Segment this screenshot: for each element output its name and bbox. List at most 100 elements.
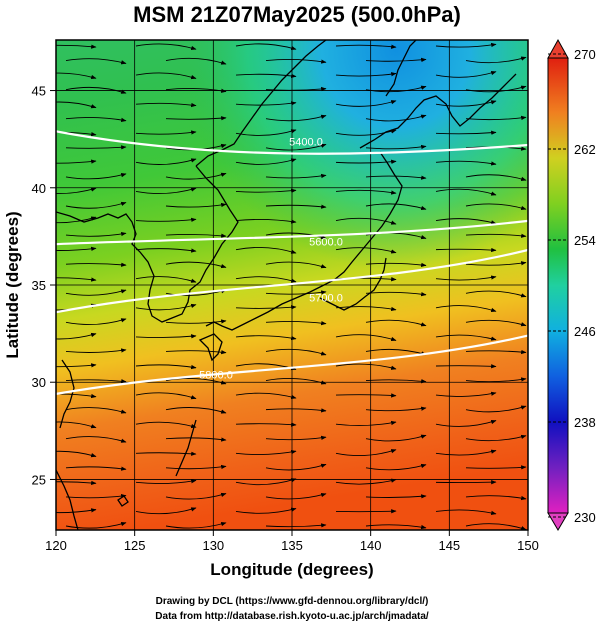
streamline (135, 248, 197, 253)
streamline (135, 217, 197, 222)
streamline (365, 144, 427, 150)
streamline (56, 187, 97, 195)
streamline (335, 393, 397, 398)
colorbar-min-arrow (547, 512, 569, 531)
streamline (235, 219, 297, 224)
streamline (65, 436, 127, 443)
colorbar-tick-label: 246 (574, 324, 596, 339)
streamline (165, 377, 227, 385)
streamline (365, 262, 427, 268)
colorbar-bar (547, 57, 569, 514)
streamline (435, 100, 497, 107)
streamline (165, 233, 227, 238)
plot-area: 5400.0 5600.0 5700.0 5800.0 (56, 40, 528, 530)
x-axis-ticks: 120 125 130 135 140 145 150 (45, 530, 539, 553)
streamline (135, 507, 197, 515)
streamline (465, 115, 527, 121)
streamline (65, 58, 127, 65)
streamline (165, 407, 227, 414)
credit-line-2: Data from http://database.rish.kyoto-u.a… (155, 611, 429, 622)
streamline (56, 277, 97, 282)
streamline (465, 56, 527, 64)
streamline (235, 188, 297, 193)
streamline (465, 377, 527, 383)
streamline (435, 391, 497, 397)
streamline (465, 434, 527, 442)
streamline (265, 290, 327, 295)
streamline (465, 523, 527, 530)
colorbar: 270 262 254 246 238 230 (547, 38, 596, 531)
x-tick-label: 140 (360, 538, 382, 553)
streamline (235, 478, 297, 486)
streamline (265, 408, 327, 413)
streamline (335, 509, 397, 514)
streamline (265, 523, 327, 528)
streamline (135, 102, 197, 108)
streamline (435, 130, 497, 135)
streamline (165, 116, 227, 121)
streamline (465, 85, 527, 93)
streamline (165, 492, 227, 500)
streamline (235, 101, 297, 106)
streamline (435, 275, 497, 281)
streamline (335, 159, 397, 164)
streamline (165, 57, 227, 65)
streamline (56, 450, 97, 458)
streamline (65, 145, 127, 150)
contour-label: 5700.0 (309, 293, 343, 305)
streamline (365, 494, 427, 499)
streamline (65, 318, 127, 326)
streamline (435, 509, 497, 515)
x-tick-label: 135 (281, 538, 303, 553)
streamline (165, 319, 227, 324)
streamline (165, 87, 227, 93)
streamline (165, 437, 227, 442)
streamline (435, 70, 497, 78)
x-tick-label: 145 (438, 538, 460, 553)
streamline (135, 72, 197, 80)
contour-label: 5800.0 (199, 369, 233, 381)
streamlines (56, 42, 527, 530)
streamline (335, 306, 397, 312)
streamline (365, 85, 427, 93)
colorbar-tick-label: 262 (574, 142, 596, 157)
streamline (65, 262, 127, 267)
coastlines (56, 40, 517, 530)
streamline (135, 158, 197, 165)
streamline (365, 463, 427, 471)
contour-line-5800.0 (56, 334, 528, 395)
streamline (335, 363, 397, 370)
streamline (235, 449, 297, 456)
streamline (435, 364, 497, 369)
streamline (435, 305, 497, 312)
streamline (365, 348, 427, 356)
streamline (435, 188, 497, 196)
colorbar-tick-label: 230 (574, 510, 596, 525)
streamline (265, 173, 327, 179)
streamline (465, 319, 527, 327)
colorbar-tick-label: 254 (574, 233, 596, 248)
streamline (435, 218, 497, 225)
x-tick-label: 125 (124, 538, 146, 553)
streamline (335, 129, 397, 136)
colorbar-max-arrow (547, 38, 569, 59)
streamline (65, 493, 127, 499)
x-tick-label: 120 (45, 538, 67, 553)
streamline (335, 217, 397, 225)
streamline (56, 216, 97, 224)
streamline (465, 261, 527, 266)
credit-line-1: Drawing by DCL (https://www.gfd-dennou.o… (156, 596, 429, 607)
streamline (165, 464, 227, 470)
streamline (135, 334, 197, 339)
streamline (135, 479, 197, 485)
streamline (65, 173, 127, 180)
streamline (335, 44, 397, 49)
streamline (435, 247, 497, 253)
streamline (335, 420, 397, 426)
y-tick-label: 40 (32, 181, 46, 196)
contour-label: 5400.0 (289, 137, 323, 149)
streamline (235, 43, 297, 51)
streamline (465, 233, 527, 238)
y-tick-label: 25 (32, 472, 46, 487)
y-axis-label: Latitude (degrees) (3, 211, 22, 358)
